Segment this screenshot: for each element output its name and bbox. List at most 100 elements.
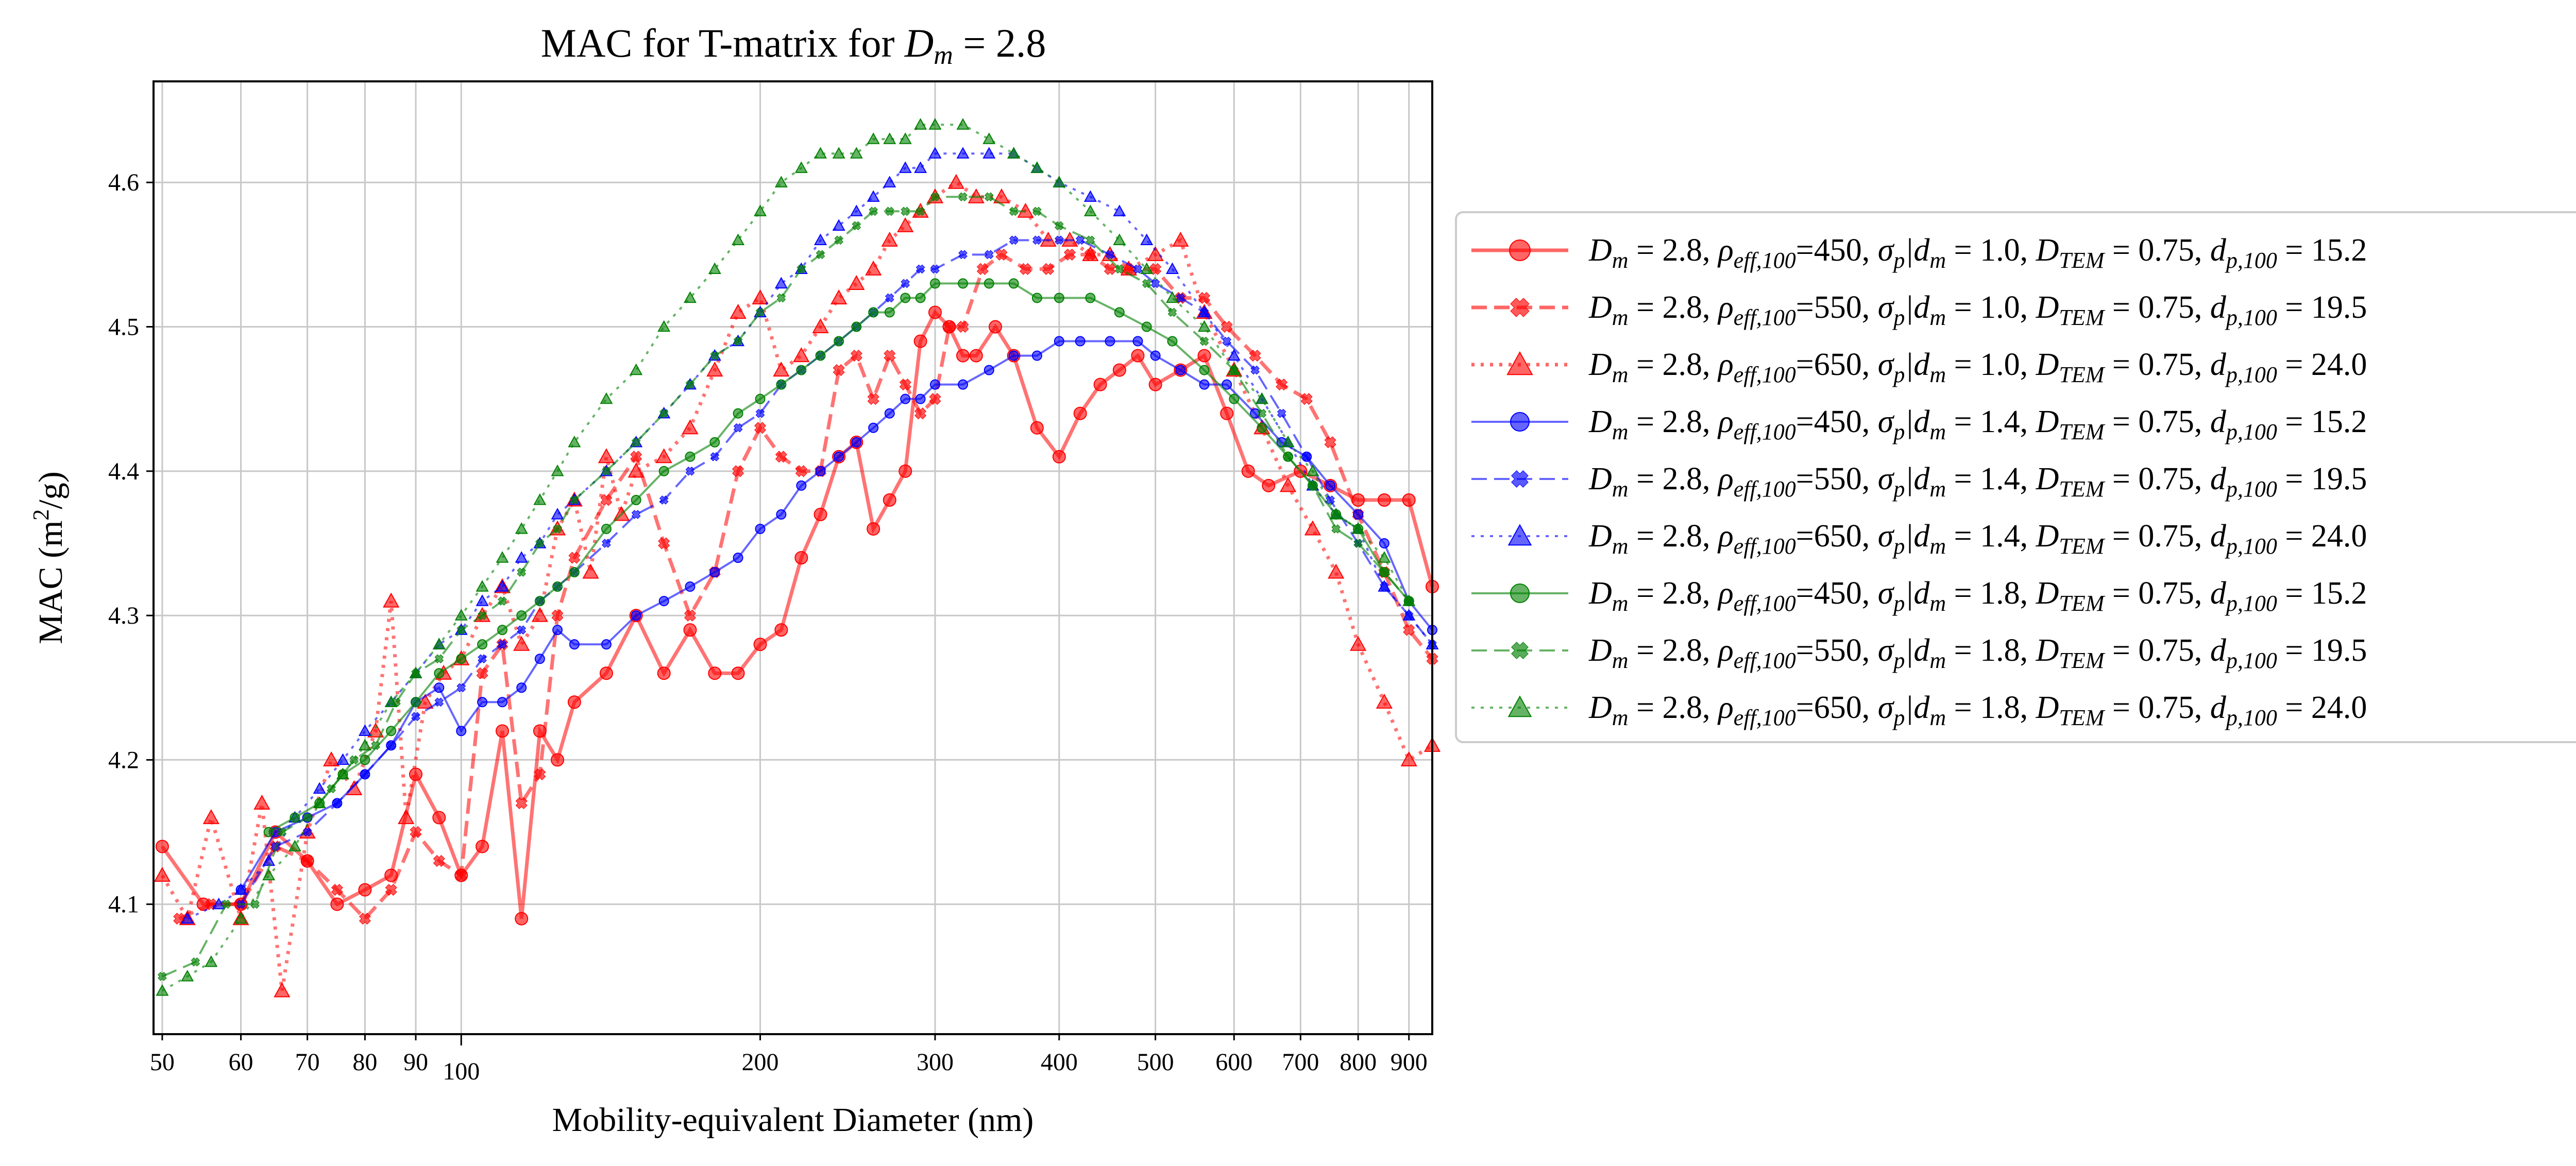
data-point <box>914 118 927 130</box>
data-point <box>1199 365 1210 375</box>
data-point <box>1220 406 1234 420</box>
x-tick-label: 80 <box>352 1049 377 1076</box>
data-point <box>754 422 767 434</box>
data-point <box>358 883 372 897</box>
y-axis-ticks: 4.1 4.2 4.3 4.4 4.5 4.6 <box>108 169 154 918</box>
data-point <box>814 147 827 159</box>
data-point <box>531 607 548 622</box>
data-point <box>943 321 955 333</box>
data-point <box>1197 349 1211 363</box>
data-point <box>834 235 843 245</box>
data-point <box>1086 235 1095 245</box>
data-point <box>1053 176 1066 187</box>
data-point <box>958 278 969 289</box>
data-point <box>277 827 287 837</box>
data-point <box>498 640 507 649</box>
data-point <box>313 782 326 794</box>
legend-item: Dm = 2.8, ρeff,100=550, σp|dm = 1.4, DTE… <box>1471 461 2367 502</box>
data-point <box>865 260 882 276</box>
data-point <box>1008 350 1019 361</box>
data-point <box>1030 421 1044 435</box>
x-tick-label: 200 <box>742 1049 779 1076</box>
data-point <box>1075 235 1085 245</box>
data-point <box>1175 365 1186 375</box>
data-point <box>156 984 169 996</box>
data-point <box>1131 349 1145 363</box>
data-point <box>956 147 970 159</box>
data-point <box>710 351 720 361</box>
data-point <box>867 190 880 202</box>
data-point <box>900 393 911 404</box>
data-point <box>1052 450 1066 464</box>
data-point <box>1083 204 1097 216</box>
data-point <box>1199 336 1209 346</box>
data-point <box>1222 379 1232 390</box>
data-point <box>899 464 912 478</box>
data-point <box>795 465 807 477</box>
legend: Dm = 2.8, ρeff,100=450, σp|dm = 1.0, DTE… <box>1455 211 2576 743</box>
legend-label: Dm = 2.8, ρeff,100=650, σp|dm = 1.0, DTE… <box>1588 347 2367 387</box>
data-point <box>569 639 580 650</box>
data-point <box>476 667 488 679</box>
data-point <box>833 364 845 376</box>
data-point <box>850 147 863 159</box>
data-point <box>496 551 509 563</box>
data-point <box>982 132 996 144</box>
legend-marker <box>1510 412 1530 432</box>
data-point <box>517 625 527 635</box>
data-point <box>755 393 766 404</box>
data-point <box>706 362 723 377</box>
data-point <box>336 753 349 765</box>
data-point <box>916 207 925 216</box>
data-point <box>569 567 580 578</box>
data-point <box>553 524 562 534</box>
data-point <box>685 380 695 389</box>
data-point <box>812 318 829 334</box>
data-point <box>1140 262 1154 275</box>
data-point <box>815 466 826 476</box>
data-point <box>776 293 786 303</box>
data-point <box>685 581 696 592</box>
data-point <box>262 868 276 881</box>
data-point <box>631 494 641 505</box>
data-point <box>181 912 194 924</box>
data-point <box>815 350 826 361</box>
data-point <box>832 147 845 159</box>
data-point <box>1302 452 1312 461</box>
data-point <box>1054 293 1064 303</box>
data-point <box>568 435 581 448</box>
legend-item: Dm = 2.8, ρeff,100=450, σp|dm = 1.8, DTE… <box>1471 576 2367 616</box>
data-point <box>658 596 669 607</box>
data-point <box>982 147 996 159</box>
data-point <box>657 320 671 332</box>
data-point <box>1031 293 1042 303</box>
data-point <box>816 250 825 260</box>
data-point <box>631 437 641 447</box>
y-tick-label: 4.3 <box>108 602 139 629</box>
data-point <box>1379 538 1389 548</box>
data-point <box>301 855 314 867</box>
x-axis-label: Mobility-equivalent Diameter (nm) <box>552 1101 1034 1139</box>
data-point <box>793 347 810 363</box>
data-point <box>1009 235 1019 245</box>
data-point <box>832 219 845 231</box>
data-point <box>331 884 343 896</box>
legend-marker <box>1510 298 1530 317</box>
data-point <box>881 231 898 247</box>
data-point <box>1353 539 1363 548</box>
data-point <box>1378 551 1391 563</box>
data-point <box>852 221 861 231</box>
data-point <box>708 666 722 680</box>
data-point <box>263 827 274 837</box>
data-point <box>599 666 613 680</box>
data-point <box>867 132 880 144</box>
data-point <box>848 275 865 290</box>
data-point <box>958 192 968 202</box>
data-point <box>1113 233 1126 245</box>
series-8-line <box>162 196 1410 978</box>
data-point <box>433 855 445 867</box>
data-point <box>1167 336 1178 347</box>
data-point <box>731 666 745 680</box>
data-point <box>600 392 613 404</box>
data-point <box>796 480 807 491</box>
